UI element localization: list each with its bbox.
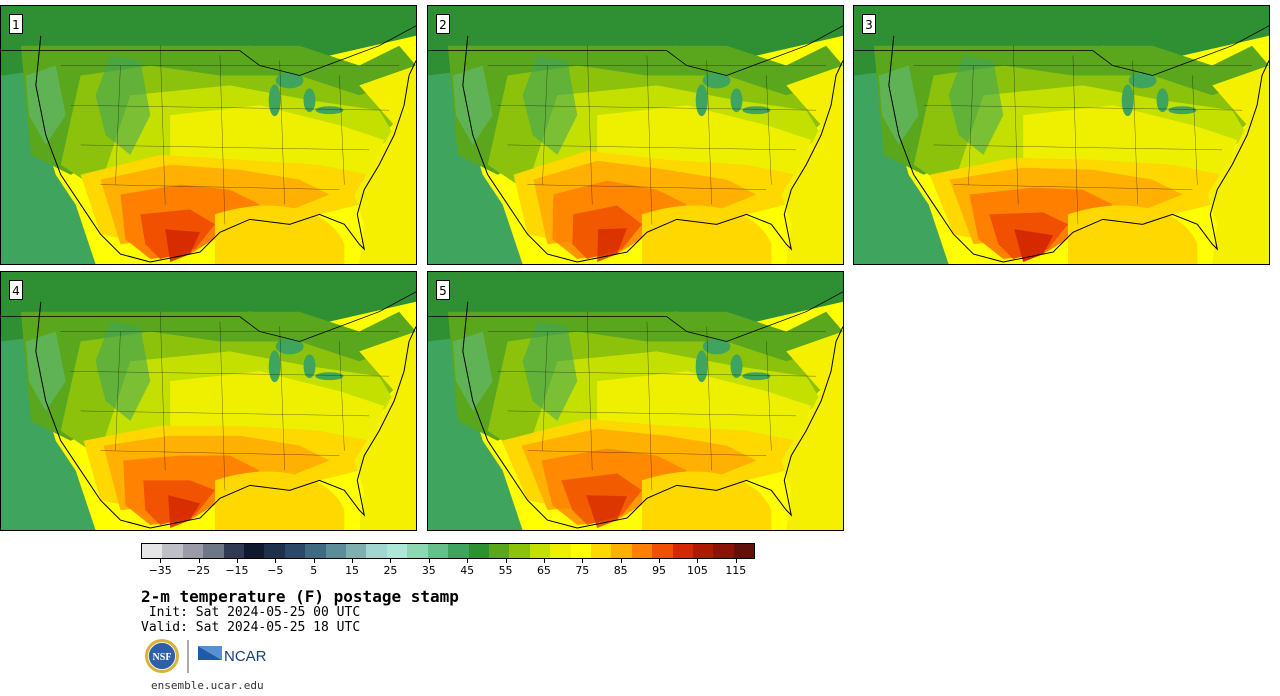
colorbar-tick-label: 95 — [652, 564, 667, 577]
panel-number: 3 — [862, 14, 876, 34]
colorbar-swatch — [305, 544, 326, 558]
colorbar-swatch — [264, 544, 285, 558]
colorbar-tick — [390, 559, 392, 563]
colorbar-swatch — [448, 544, 469, 558]
colorbar-tick-label: 15 — [345, 564, 360, 577]
colorbar-tick-label: −15 — [225, 564, 249, 577]
colorbar-tick — [467, 559, 469, 563]
init-time: Init: Sat 2024-05-25 00 UTC — [141, 605, 361, 620]
ncar-logo: NCAR — [198, 646, 267, 665]
colorbar-tick — [352, 559, 354, 563]
colorbar-swatch — [488, 544, 510, 558]
logos: NSF NCAR — [144, 638, 274, 676]
colorbar-tick-label: 75 — [575, 564, 590, 577]
colorbar-tick-label: 55 — [498, 564, 513, 577]
panel-number: 2 — [436, 14, 450, 34]
valid-time: Valid: Sat 2024-05-25 18 UTC — [141, 620, 361, 635]
colorbar-swatch — [652, 544, 673, 558]
colorbar-swatch — [529, 544, 551, 558]
colorbar-tick-label: 45 — [460, 564, 475, 577]
colorbar-tick — [198, 559, 200, 563]
colorbar-tick-label: −25 — [186, 564, 211, 577]
colorbar-swatch — [223, 544, 245, 558]
colorbar-tick — [236, 559, 238, 563]
colorbar-swatch — [631, 544, 653, 558]
colorbar-tick-label: −35 — [148, 564, 172, 577]
colorbar-tick — [160, 559, 162, 563]
colorbar-swatch — [346, 544, 367, 558]
map-panel-1: 1 — [0, 5, 417, 265]
colorbar-tick-label: 115 — [725, 564, 747, 577]
figure-title: 2-m temperature (F) postage stamp — [141, 587, 459, 606]
colorbar-swatch — [325, 544, 347, 558]
colorbar-tick-label: 105 — [686, 564, 708, 577]
map-panel-3: 3 — [853, 5, 1270, 265]
colorbar-tick — [543, 559, 545, 563]
colorbar-tick-label: 25 — [383, 564, 398, 577]
map-panel-4: 4 — [0, 271, 417, 531]
colorbar-tick — [582, 559, 584, 563]
panel-number: 1 — [9, 14, 23, 34]
colorbar-swatch — [570, 544, 591, 558]
source-url: ensemble.ucar.edu — [151, 679, 264, 692]
colorbar-swatch — [427, 544, 449, 558]
temperature-map — [428, 272, 843, 530]
colorbar-ticks: −35 −25 −15 −5 5 15 25 35 45 55 65 75 85 95 105 115 — [141, 559, 755, 579]
temperature-map — [428, 6, 843, 264]
colorbar-tick-label: 85 — [613, 564, 628, 577]
colorbar-swatch — [182, 544, 204, 558]
colorbar-swatch — [142, 544, 163, 558]
colorbar-tick — [505, 559, 507, 563]
colorbar-swatch — [509, 544, 530, 558]
colorbar-tick-label: 65 — [536, 564, 551, 577]
colorbar-swatch — [162, 544, 183, 558]
colorbar-tick-label: 5 — [310, 564, 318, 577]
nsf-logo: NSF — [145, 639, 179, 673]
map-panel-2: 2 — [427, 5, 844, 265]
colorbar-swatch — [468, 544, 489, 558]
colorbar-swatch — [407, 544, 428, 558]
temperature-colorbar — [141, 543, 755, 559]
temperature-map — [854, 6, 1269, 264]
colorbar-tick — [659, 559, 661, 563]
colorbar-swatch — [244, 544, 265, 558]
map-panel-5: 5 — [427, 271, 844, 531]
colorbar-swatch — [692, 544, 714, 558]
colorbar-tick — [697, 559, 699, 563]
colorbar-swatch — [550, 544, 571, 558]
panel-number: 4 — [9, 280, 23, 300]
colorbar-swatch — [366, 544, 387, 558]
colorbar-swatch — [733, 544, 755, 558]
colorbar-swatch — [386, 544, 408, 558]
colorbar-tick-label: −5 — [267, 564, 284, 577]
temperature-map — [1, 6, 416, 264]
colorbar-tick — [428, 559, 430, 563]
temperature-map — [1, 272, 416, 530]
colorbar-tick-label: 35 — [421, 564, 436, 577]
colorbar-tick — [275, 559, 277, 563]
colorbar-tick — [735, 559, 737, 563]
colorbar-swatch — [713, 544, 734, 558]
colorbar-tick — [313, 559, 315, 563]
colorbar-tick — [620, 559, 622, 563]
colorbar-swatch — [284, 544, 306, 558]
panel-number: 5 — [436, 280, 450, 300]
colorbar-swatch — [672, 544, 693, 558]
colorbar-swatch — [590, 544, 612, 558]
ncar-logo-text: NCAR — [224, 648, 267, 665]
colorbar-swatch — [611, 544, 632, 558]
nsf-logo-text: NSF — [153, 652, 172, 663]
colorbar-swatch — [203, 544, 224, 558]
